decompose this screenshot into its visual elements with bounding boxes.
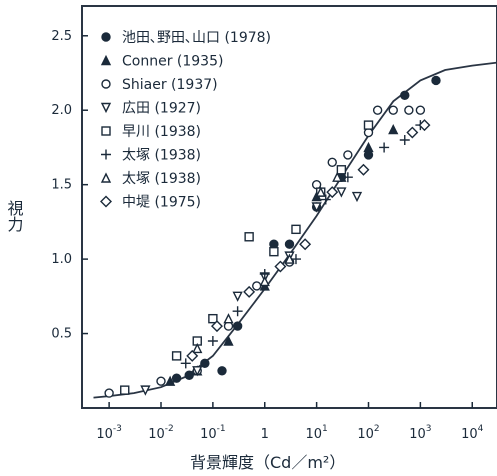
legend-marker [100, 195, 112, 208]
x-tick-label: 104 [461, 424, 484, 442]
data-point [400, 90, 410, 101]
legend-label: Shiaer (1937) [122, 77, 218, 93]
y-axis-label: 視力 [5, 200, 24, 233]
data-point [418, 119, 431, 132]
data-point [343, 150, 353, 160]
data-point [232, 306, 243, 317]
data-point [299, 238, 312, 251]
data-point [404, 105, 414, 115]
y-axis-ticks: 0.5 1.0 1.5 2.0 2.5 [51, 29, 88, 342]
legend-marker [101, 149, 111, 160]
legend-label: 広田 (1927) [122, 101, 201, 117]
data-point [336, 165, 347, 175]
x-tick-label: 1 [261, 427, 269, 442]
data-point [207, 336, 218, 346]
data-point [379, 142, 390, 153]
data-point [269, 246, 279, 257]
data-point [223, 313, 234, 324]
y-tick-label: 1.5 [51, 178, 72, 193]
x-axis-ticks: 10-3 10-2 10-1 1 101 102 103 104 [96, 402, 484, 442]
data-point [186, 349, 199, 362]
data-point [332, 171, 343, 182]
data-point [192, 366, 203, 377]
data-point [326, 186, 339, 199]
data-point [171, 351, 182, 361]
data-point [284, 253, 295, 264]
data-point [223, 335, 234, 346]
data-point [232, 291, 243, 302]
data-point [363, 141, 374, 153]
data-point [291, 224, 301, 235]
legend-marker [101, 32, 111, 42]
legend-label: 早川 (1938) [122, 124, 201, 140]
legend-label: 池田､野田､山口 (1978) [122, 30, 271, 46]
data-point [406, 126, 419, 139]
legend-marker [100, 54, 112, 66]
y-tick-label: 2.0 [51, 103, 72, 118]
data-point [244, 232, 254, 242]
x-axis-label: 背景輝度（Cd／m²） [190, 453, 345, 472]
x-tick-label: 103 [409, 424, 431, 442]
data-point [388, 105, 398, 115]
data-point [363, 120, 374, 130]
data-point [210, 320, 223, 333]
data-point [342, 172, 353, 183]
data-point [259, 275, 270, 287]
legend: 池田､野田､山口 (1978) Conner (1935) Shiaer (1937… [100, 30, 271, 211]
x-tick-label: 102 [357, 424, 379, 442]
data-point [431, 75, 441, 86]
data-point [284, 239, 295, 249]
data-point [120, 385, 130, 395]
data-point [372, 105, 383, 115]
data-point [200, 358, 210, 369]
data-point [156, 376, 166, 386]
data-point [320, 194, 331, 205]
data-point [252, 281, 262, 291]
data-point [232, 321, 243, 331]
data-point [357, 163, 370, 176]
legend-marker [101, 79, 111, 89]
legend-marker [100, 102, 112, 114]
data-point [243, 285, 256, 298]
legend-label: Conner (1935) [122, 54, 223, 70]
data-point [415, 105, 426, 115]
data-point [104, 388, 114, 398]
legend-marker [101, 126, 111, 136]
data-point [399, 135, 410, 145]
legend-marker [100, 172, 112, 183]
data-point [274, 260, 287, 273]
data-point [290, 254, 301, 265]
data-point [192, 342, 203, 354]
legend-label: 中堤 (1975) [122, 195, 201, 211]
data-point [208, 313, 218, 324]
y-tick-label: 1.0 [51, 252, 72, 267]
data-point [180, 358, 191, 369]
legend-label: 太塚 (1938) [122, 171, 201, 187]
data-point [140, 385, 151, 396]
legend-label: 太塚 (1938) [122, 148, 201, 164]
data-point [184, 370, 194, 380]
y-tick-label: 0.5 [51, 327, 72, 342]
data-point [311, 202, 322, 213]
data-points [104, 75, 441, 398]
x-tick-label: 10-2 [148, 424, 174, 442]
data-point [315, 186, 326, 197]
data-point [327, 157, 337, 168]
x-tick-label: 101 [305, 424, 327, 442]
y-tick-label: 2.5 [51, 29, 72, 44]
data-point [165, 375, 176, 386]
data-point [388, 124, 399, 135]
data-point [171, 373, 182, 383]
plot-frame [81, 5, 497, 409]
data-point [217, 366, 227, 376]
data-point [336, 187, 347, 198]
x-tick-label: 10-1 [200, 424, 226, 442]
x-tick-label: 10-3 [96, 424, 122, 442]
data-point [351, 191, 363, 203]
